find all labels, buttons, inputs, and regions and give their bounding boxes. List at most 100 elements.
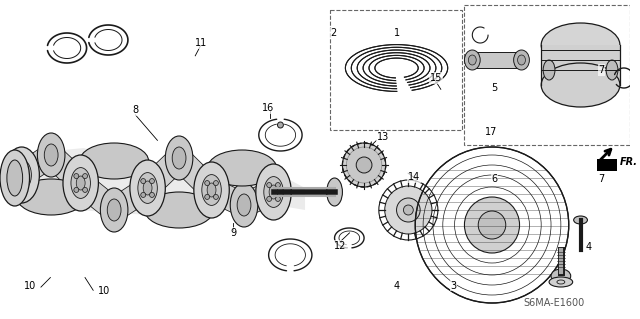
Ellipse shape	[17, 179, 86, 215]
Ellipse shape	[37, 133, 65, 177]
Text: 1: 1	[394, 28, 400, 39]
Ellipse shape	[465, 50, 480, 70]
Ellipse shape	[63, 155, 99, 211]
Ellipse shape	[514, 50, 529, 70]
Ellipse shape	[541, 23, 620, 67]
Ellipse shape	[4, 147, 39, 203]
Ellipse shape	[606, 60, 618, 80]
Text: 17: 17	[485, 127, 497, 137]
Ellipse shape	[275, 197, 280, 201]
Text: 2: 2	[331, 28, 337, 39]
Ellipse shape	[138, 173, 157, 204]
Ellipse shape	[44, 144, 58, 166]
Ellipse shape	[237, 194, 251, 216]
Bar	[472, 52, 522, 68]
Ellipse shape	[74, 188, 79, 192]
Text: S6MA-E1600: S6MA-E1600	[524, 298, 585, 308]
Ellipse shape	[202, 174, 221, 205]
Ellipse shape	[573, 216, 588, 224]
Ellipse shape	[74, 174, 79, 179]
Ellipse shape	[194, 162, 229, 218]
Ellipse shape	[165, 136, 193, 180]
Ellipse shape	[83, 174, 88, 179]
Polygon shape	[43, 146, 89, 192]
Ellipse shape	[71, 167, 90, 198]
Ellipse shape	[543, 60, 555, 80]
Ellipse shape	[214, 194, 218, 199]
Bar	[541, 45, 620, 85]
Ellipse shape	[80, 143, 148, 179]
Text: 14: 14	[408, 172, 420, 182]
Text: 8: 8	[132, 105, 138, 115]
Ellipse shape	[256, 164, 291, 220]
Ellipse shape	[278, 122, 284, 128]
Ellipse shape	[141, 192, 146, 197]
Polygon shape	[140, 149, 187, 197]
Ellipse shape	[275, 182, 280, 188]
Ellipse shape	[326, 178, 342, 206]
Text: 7: 7	[598, 174, 605, 184]
Ellipse shape	[549, 277, 573, 287]
Ellipse shape	[130, 160, 165, 216]
Text: 9: 9	[230, 228, 236, 238]
Text: 12: 12	[334, 241, 346, 251]
Polygon shape	[15, 148, 305, 215]
Ellipse shape	[403, 205, 413, 215]
Ellipse shape	[478, 211, 506, 239]
Ellipse shape	[76, 176, 85, 190]
Text: 11: 11	[195, 38, 207, 48]
Ellipse shape	[269, 185, 278, 199]
Ellipse shape	[100, 188, 128, 232]
Ellipse shape	[356, 157, 372, 173]
Ellipse shape	[83, 188, 88, 192]
Text: 10: 10	[24, 280, 36, 291]
Ellipse shape	[24, 179, 29, 184]
Ellipse shape	[24, 166, 29, 171]
Ellipse shape	[15, 179, 20, 184]
Polygon shape	[15, 145, 58, 185]
Ellipse shape	[150, 192, 154, 197]
Ellipse shape	[468, 55, 476, 65]
Text: 3: 3	[451, 280, 456, 291]
Ellipse shape	[518, 55, 525, 65]
Polygon shape	[74, 174, 122, 219]
Polygon shape	[108, 178, 154, 220]
Ellipse shape	[465, 197, 520, 253]
Text: 5: 5	[492, 83, 497, 93]
Ellipse shape	[342, 143, 386, 187]
Ellipse shape	[17, 168, 26, 182]
Text: 13: 13	[376, 132, 389, 142]
Polygon shape	[171, 149, 220, 199]
Ellipse shape	[172, 147, 186, 169]
Ellipse shape	[205, 181, 210, 186]
Bar	[330, 10, 463, 130]
Polygon shape	[239, 181, 278, 216]
Ellipse shape	[346, 147, 382, 183]
Ellipse shape	[150, 179, 154, 183]
Ellipse shape	[551, 269, 571, 283]
Text: 10: 10	[98, 286, 110, 296]
Ellipse shape	[0, 150, 29, 206]
Polygon shape	[207, 179, 249, 216]
Ellipse shape	[143, 181, 152, 195]
Ellipse shape	[15, 166, 20, 171]
Bar	[597, 159, 617, 171]
Ellipse shape	[207, 183, 216, 197]
Ellipse shape	[230, 183, 258, 227]
Ellipse shape	[141, 179, 146, 183]
Ellipse shape	[12, 160, 31, 190]
Ellipse shape	[145, 192, 214, 228]
Text: 4: 4	[586, 242, 592, 252]
Ellipse shape	[214, 181, 218, 186]
Ellipse shape	[397, 198, 420, 222]
Ellipse shape	[267, 182, 271, 188]
Ellipse shape	[205, 194, 210, 199]
Text: 6: 6	[492, 174, 497, 184]
Ellipse shape	[541, 63, 620, 107]
Ellipse shape	[108, 199, 121, 221]
Ellipse shape	[267, 197, 271, 201]
Text: 7: 7	[598, 65, 605, 75]
Text: 4: 4	[394, 280, 400, 291]
Ellipse shape	[207, 150, 276, 186]
Ellipse shape	[264, 177, 284, 207]
